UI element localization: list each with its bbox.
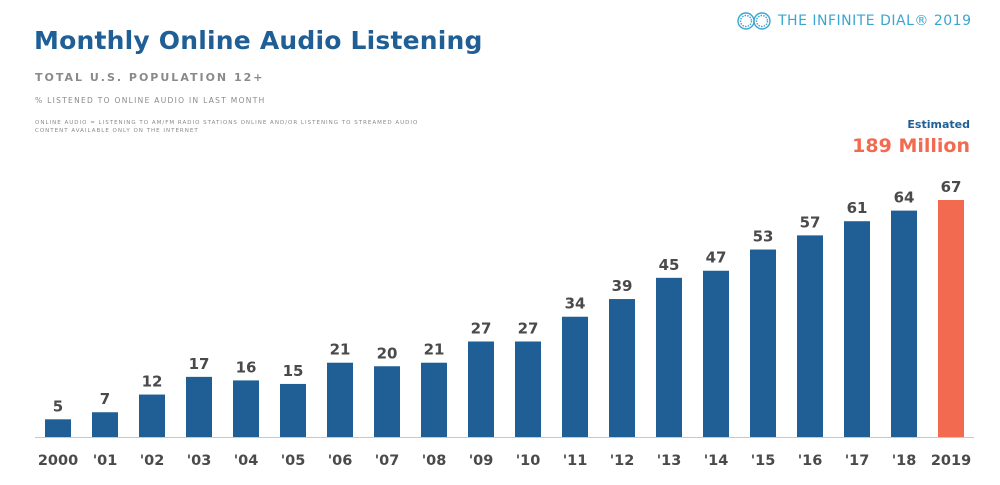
- bar-13: [656, 277, 682, 437]
- x-tick-label: '06: [328, 453, 353, 469]
- x-tick-label: 2019: [931, 453, 971, 469]
- bar-08: [421, 362, 447, 437]
- x-tick-label: 2000: [38, 453, 78, 469]
- bar-06: [327, 362, 353, 437]
- data-label: 45: [659, 256, 680, 274]
- bar-07: [374, 366, 400, 437]
- infinity-logo-icon: [737, 12, 771, 30]
- brand-header: THE INFINITE DIAL® 2019: [736, 7, 971, 35]
- x-tick-label: '05: [281, 453, 306, 469]
- x-tick-label: '07: [375, 453, 400, 469]
- x-tick-label: '12: [610, 453, 635, 469]
- data-label: 16: [236, 358, 257, 376]
- data-label: 34: [565, 295, 586, 313]
- bar-15: [750, 249, 776, 437]
- x-tick-label: '03: [187, 453, 212, 469]
- bar-11: [562, 316, 588, 437]
- x-tick-label: '14: [704, 453, 729, 469]
- brand-text: THE INFINITE DIAL® 2019: [778, 13, 972, 29]
- bar-17: [844, 221, 870, 437]
- x-tick-label: '15: [751, 453, 776, 469]
- data-label: 61: [847, 199, 868, 217]
- x-tick-label: '01: [93, 453, 118, 469]
- estimate-label: Estimated: [907, 118, 970, 131]
- bar-18: [891, 210, 917, 437]
- data-label: 53: [753, 228, 774, 246]
- measure-description: % LISTENED TO ONLINE AUDIO IN LAST MONTH: [35, 96, 266, 105]
- bar-09: [468, 341, 494, 437]
- data-label: 27: [518, 319, 539, 337]
- x-tick-label: '16: [798, 453, 823, 469]
- bar-2019: [938, 200, 964, 437]
- estimate-value: 189 Million: [852, 135, 970, 157]
- data-label: 47: [706, 249, 727, 267]
- bar-05: [280, 383, 306, 437]
- data-label: 5: [53, 397, 63, 415]
- x-tick-label: '09: [469, 453, 494, 469]
- data-label: 15: [283, 362, 304, 380]
- data-label: 64: [894, 189, 915, 207]
- data-label: 20: [377, 344, 398, 362]
- bar-2000: [45, 419, 71, 437]
- x-tick-label: '17: [845, 453, 870, 469]
- bar-16: [797, 235, 823, 437]
- x-tick-label: '13: [657, 453, 682, 469]
- bar-01: [92, 412, 118, 437]
- x-tick-label: '04: [234, 453, 259, 469]
- data-label: 21: [330, 341, 351, 359]
- bar-04: [233, 380, 259, 437]
- x-tick-label: '02: [140, 453, 165, 469]
- chart-title: Monthly Online Audio Listening: [34, 26, 483, 55]
- bar-14: [703, 270, 729, 437]
- bar-03: [186, 376, 212, 437]
- x-tick-label: '18: [892, 453, 917, 469]
- data-label: 27: [471, 319, 492, 337]
- x-tick-label: '11: [563, 453, 588, 469]
- data-label: 12: [142, 373, 163, 391]
- data-label: 17: [189, 355, 210, 373]
- online-audio-definition: ONLINE AUDIO = LISTENING TO AM/FM RADIO …: [35, 120, 419, 134]
- data-label: 67: [941, 178, 962, 196]
- x-tick-label: '10: [516, 453, 541, 469]
- bar-02: [139, 394, 165, 437]
- data-label: 57: [800, 213, 821, 231]
- chart-subtitle: TOTAL U.S. POPULATION 12+: [35, 71, 265, 84]
- data-label: 7: [100, 390, 110, 408]
- x-tick-label: '08: [422, 453, 447, 469]
- bar-12: [609, 299, 635, 437]
- bar-10: [515, 341, 541, 437]
- data-label: 21: [424, 341, 445, 359]
- data-label: 39: [612, 277, 633, 295]
